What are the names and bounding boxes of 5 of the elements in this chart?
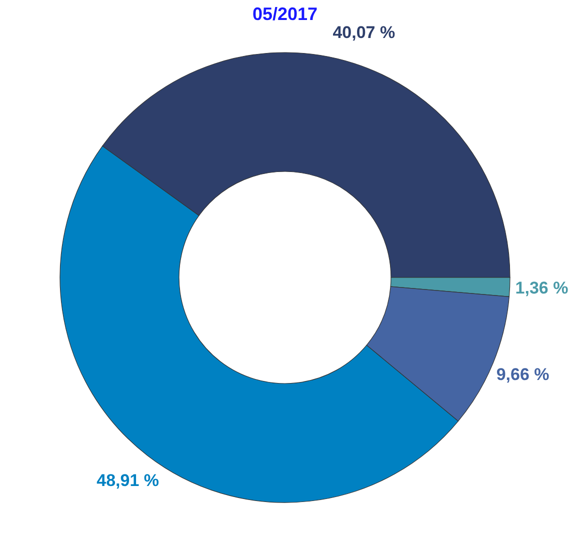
data-label: 48,91 % <box>96 470 159 490</box>
data-label: 40,07 % <box>332 22 396 42</box>
data-label: 1,36 % <box>515 278 568 298</box>
data-label: 9,66 % <box>496 364 550 384</box>
chart-title: 05/2017 <box>252 4 318 24</box>
